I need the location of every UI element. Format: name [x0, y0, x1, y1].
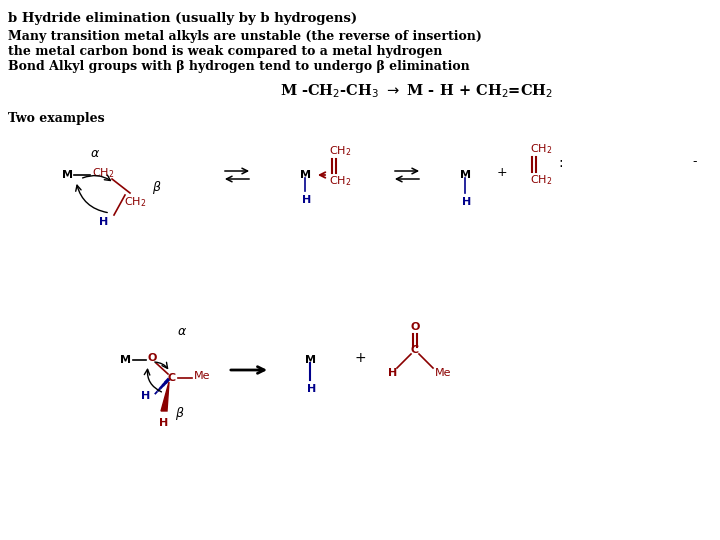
Text: M: M [300, 170, 311, 180]
Text: the metal carbon bond is weak compared to a metal hydrogen: the metal carbon bond is weak compared t… [8, 45, 442, 58]
Text: $\beta$: $\beta$ [152, 179, 161, 195]
Text: $\alpha$: $\alpha$ [90, 147, 100, 160]
Text: H: H [388, 368, 397, 378]
Text: H: H [307, 384, 316, 394]
Text: Bond Alkyl groups with β hydrogen tend to undergo β elimination: Bond Alkyl groups with β hydrogen tend t… [8, 60, 469, 73]
Text: H: H [302, 195, 311, 205]
Text: M: M [460, 170, 471, 180]
Text: M -CH$_2$-CH$_3$ $\rightarrow$ M - H + CH$_2$=CH$_2$: M -CH$_2$-CH$_3$ $\rightarrow$ M - H + C… [280, 82, 553, 100]
Text: CH$_2$: CH$_2$ [530, 173, 552, 187]
Text: C: C [411, 345, 419, 355]
Text: H: H [159, 418, 168, 428]
Polygon shape [161, 382, 169, 411]
Text: $\alpha$: $\alpha$ [177, 325, 187, 338]
Text: CH$_2$: CH$_2$ [329, 174, 351, 188]
Text: M: M [305, 355, 316, 365]
Text: Many transition metal alkyls are unstable (the reverse of insertion): Many transition metal alkyls are unstabl… [8, 30, 482, 43]
Text: :: : [558, 156, 562, 170]
Text: Two examples: Two examples [8, 112, 104, 125]
Text: CH$_2$: CH$_2$ [124, 195, 146, 209]
Text: +: + [354, 351, 366, 365]
Text: CH$_2$: CH$_2$ [530, 142, 552, 156]
Text: -: - [693, 155, 697, 168]
Text: H: H [99, 217, 109, 227]
Text: Me: Me [435, 368, 451, 378]
Text: M: M [120, 355, 131, 365]
Text: b Hydride elimination (usually by b hydrogens): b Hydride elimination (usually by b hydr… [8, 12, 357, 25]
Text: M: M [62, 170, 73, 180]
Text: H: H [140, 391, 150, 401]
Text: C: C [168, 373, 176, 383]
Text: Me: Me [194, 371, 210, 381]
Text: CH$_2$: CH$_2$ [92, 166, 114, 180]
Text: H: H [462, 197, 472, 207]
Text: +: + [497, 166, 508, 179]
Text: O: O [148, 353, 158, 363]
Text: CH$_2$: CH$_2$ [329, 144, 351, 158]
Text: O: O [410, 322, 420, 332]
Text: $\beta$: $\beta$ [175, 405, 184, 422]
